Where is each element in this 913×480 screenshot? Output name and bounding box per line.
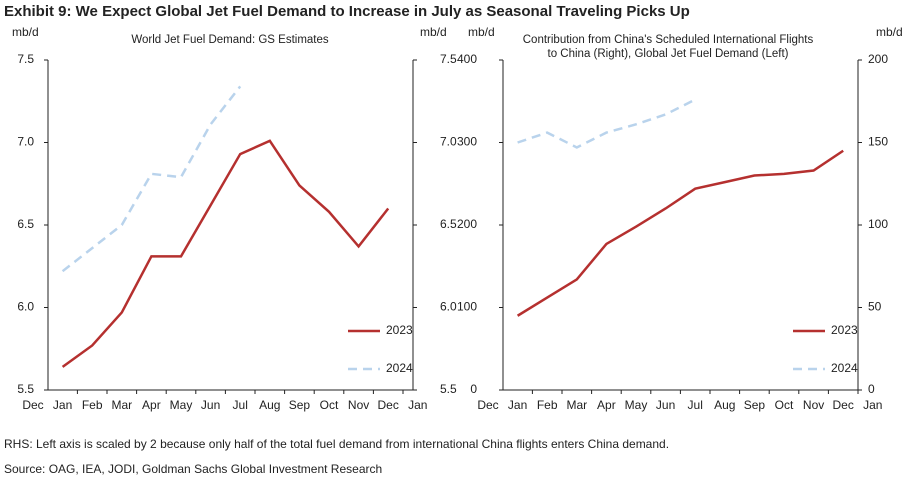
x-tick-label: Sep: [289, 398, 311, 412]
x-tick-label: Mar: [111, 398, 132, 412]
x-tick-label: Jun: [656, 398, 675, 412]
x-tick-label: Dec: [378, 398, 399, 412]
y-tick-label: 5.5: [17, 382, 34, 396]
legend-label: 2023: [386, 323, 413, 337]
x-tick-label: Dec: [22, 398, 43, 412]
y-tick-label: 100: [457, 300, 477, 314]
y-tick-label: 7.5: [17, 52, 34, 66]
series-line: [61, 85, 242, 273]
y2-axis-label: mb/d: [420, 25, 447, 39]
x-tick-label: May: [170, 398, 193, 412]
x-tick-label: Mar: [566, 398, 587, 412]
x-tick-label: Aug: [714, 398, 735, 412]
series-line: [516, 149, 844, 317]
y-tick-label: 6.5: [17, 217, 34, 231]
legend-label: 2024: [386, 361, 413, 375]
x-tick-label: Feb: [537, 398, 558, 412]
series-line: [517, 98, 696, 149]
chart-title: World Jet Fuel Demand: GS Estimates: [131, 34, 329, 46]
y2-tick-label: 6.5: [440, 217, 457, 231]
y2-tick-label: 100: [868, 217, 888, 231]
x-tick-label: Dec: [833, 398, 854, 412]
x-tick-label: Nov: [348, 398, 369, 412]
x-tick-label: Jul: [233, 398, 248, 412]
x-tick-label: Apr: [142, 398, 161, 412]
x-tick-label: Jun: [201, 398, 220, 412]
y-tick-label: 200: [457, 217, 477, 231]
x-tick-label: Apr: [597, 398, 616, 412]
legend-label: 2023: [831, 323, 858, 337]
x-tick-label: Jan: [53, 398, 72, 412]
y2-tick-label: 7.5: [440, 52, 457, 66]
x-tick-label: Jul: [688, 398, 703, 412]
x-tick-label: Jan: [408, 398, 427, 412]
x-tick-label: Feb: [82, 398, 103, 412]
x-tick-label: Jan: [863, 398, 882, 412]
chart-title: to China (Right), Global Jet Fuel Demand…: [548, 48, 789, 60]
y2-tick-label: 5.5: [440, 382, 457, 396]
legend-label: 2024: [831, 361, 858, 375]
x-tick-label: Jan: [508, 398, 527, 412]
y-tick-label: 7.0: [17, 135, 34, 149]
series-line: [61, 139, 390, 368]
x-tick-label: Sep: [744, 398, 766, 412]
y2-tick-label: 0: [868, 382, 875, 396]
y2-tick-label: 7.0: [440, 135, 457, 149]
footnote: RHS: Left axis is scaled by 2 because on…: [4, 437, 669, 451]
y-tick-label: 400: [457, 52, 477, 66]
x-tick-label: Dec: [477, 398, 498, 412]
y2-tick-label: 200: [868, 52, 888, 66]
y2-axis-label: mb/d: [876, 25, 903, 39]
y2-tick-label: 50: [868, 300, 882, 314]
y2-tick-label: 150: [868, 135, 888, 149]
x-tick-label: May: [625, 398, 648, 412]
x-tick-label: Oct: [320, 398, 339, 412]
y-tick-label: 300: [457, 135, 477, 149]
y-axis-label: mb/d: [12, 25, 39, 39]
y2-tick-label: 6.0: [440, 300, 457, 314]
x-tick-label: Oct: [775, 398, 794, 412]
y-axis-label: mb/d: [468, 25, 495, 39]
y-tick-label: 6.0: [17, 300, 34, 314]
exhibit-title: Exhibit 9: We Expect Global Jet Fuel Dem…: [4, 3, 690, 20]
chart-title: Contribution from China's Scheduled Inte…: [523, 34, 814, 46]
x-tick-label: Nov: [803, 398, 824, 412]
source: Source: OAG, IEA, JODI, Goldman Sachs Gl…: [4, 462, 382, 476]
x-tick-label: Aug: [259, 398, 280, 412]
y-tick-label: 0: [470, 382, 477, 396]
